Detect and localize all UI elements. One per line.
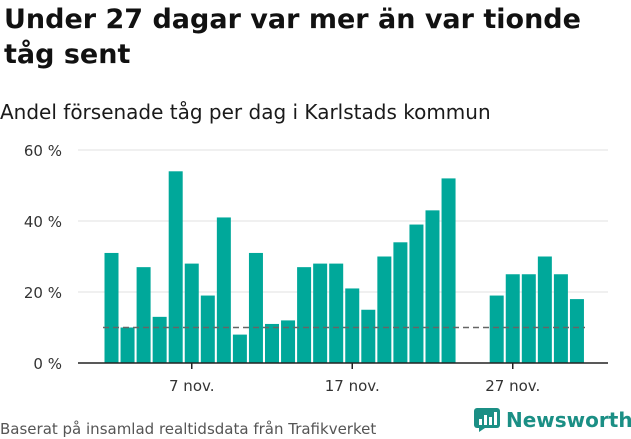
bar bbox=[329, 263, 344, 363]
newsworthy-logo-icon bbox=[474, 408, 500, 432]
bar bbox=[505, 274, 520, 363]
bar bbox=[537, 256, 552, 363]
bar bbox=[553, 274, 568, 363]
x-tick-label: 27 nov. bbox=[485, 377, 540, 395]
bar bbox=[377, 256, 392, 363]
bar bbox=[345, 288, 360, 363]
bar bbox=[232, 334, 247, 363]
bar bbox=[248, 252, 263, 363]
bar bbox=[120, 327, 135, 363]
source-note: Baserat på insamlad realtidsdata från Tr… bbox=[0, 420, 377, 438]
chart-title: Under 27 dagar var mer än var tionde tåg… bbox=[4, 4, 581, 70]
x-tick-label: 7 nov. bbox=[169, 377, 214, 395]
bar bbox=[136, 267, 151, 363]
y-tick-label: 40 % bbox=[24, 213, 62, 231]
y-tick-label: 0 % bbox=[33, 355, 62, 373]
y-tick-label: 60 % bbox=[24, 142, 62, 160]
bar bbox=[425, 210, 440, 363]
bar bbox=[104, 252, 119, 363]
y-tick-label: 20 % bbox=[24, 284, 62, 302]
newsworthy-logo-text: Newsworthy bbox=[506, 408, 631, 432]
x-tick-label: 17 nov. bbox=[325, 377, 380, 395]
bar bbox=[361, 309, 376, 363]
bar bbox=[152, 316, 167, 363]
bar bbox=[489, 295, 504, 363]
bar bbox=[297, 267, 312, 363]
bar bbox=[184, 263, 199, 363]
bar bbox=[265, 323, 279, 363]
bar bbox=[441, 178, 456, 363]
bar bbox=[200, 295, 215, 363]
bar bbox=[168, 171, 183, 363]
bar bbox=[521, 274, 536, 363]
bar bbox=[393, 242, 408, 363]
bar bbox=[281, 320, 296, 363]
newsworthy-logo: Newsworthy bbox=[474, 408, 631, 432]
bar bbox=[409, 224, 424, 363]
chart-subtitle: Andel försenade tåg per dag i Karlstads … bbox=[0, 100, 491, 124]
bar bbox=[313, 263, 328, 363]
bar bbox=[569, 299, 584, 363]
bar bbox=[216, 217, 231, 363]
bar-chart: 0 % 20 % 40 % 60 % 7 nov. 17 nov. 27 nov. bbox=[24, 142, 608, 395]
